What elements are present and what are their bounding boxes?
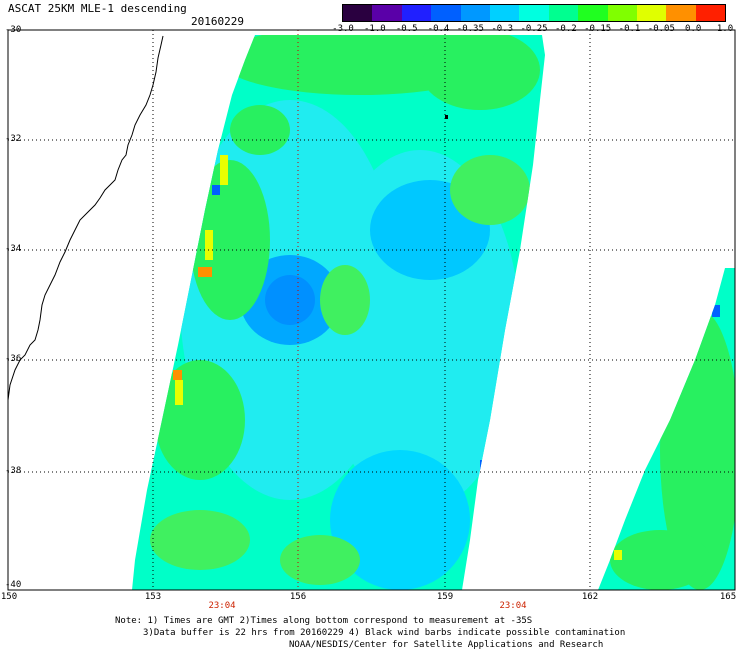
- lat-label-36: -36: [5, 354, 22, 364]
- colorbar-swatch: [489, 5, 520, 21]
- lon-label-159: 159: [436, 592, 454, 602]
- colorbar-tick-label: 0.0: [685, 24, 702, 34]
- colorbar-swatch: [548, 5, 579, 21]
- map-frame: [7, 29, 736, 591]
- lon-label-153: 153: [144, 592, 162, 602]
- colorbar-tick-label: -0.1: [618, 24, 641, 34]
- colorbar-tick-label: -1.0: [363, 24, 386, 34]
- lon-label-150: 150: [0, 592, 18, 602]
- colorbar-tick-label: -0.3: [491, 24, 513, 34]
- colorbar-swatch: [372, 5, 402, 21]
- colorbar-swatch: [460, 5, 490, 21]
- colorbar: [342, 4, 726, 22]
- colorbar-swatch: [401, 5, 432, 21]
- map-date: 20160229: [191, 15, 244, 28]
- swath-east: [598, 268, 735, 590]
- note-line-2: 3)Data buffer is 22 hrs from 20160229 4)…: [143, 628, 626, 638]
- colorbar-tick-label: -0.15: [584, 24, 612, 34]
- lon-label-162: 162: [581, 592, 599, 602]
- colorbar-tick-label: 1.0: [716, 24, 734, 34]
- colorbar-swatch: [343, 5, 373, 21]
- colorbar-tick-label: -0.5: [395, 24, 418, 34]
- lat-label-40: -40: [5, 580, 22, 590]
- colorbar-swatch: [431, 5, 461, 21]
- swath-west: [132, 35, 545, 590]
- lon-label-156: 156: [289, 592, 307, 602]
- lat-label-32: -32: [5, 134, 22, 144]
- colorbar-swatch: [666, 5, 696, 21]
- note-line-3: NOAA/NESDIS/Center for Satellite Applica…: [289, 640, 604, 650]
- colorbar-tick-label: -0.2: [554, 24, 577, 34]
- coastline: [7, 35, 164, 401]
- lat-label-38: -38: [5, 466, 22, 476]
- grid-lines: [8, 30, 735, 590]
- colorbar-tick-label: -0.25: [520, 24, 548, 34]
- colorbar-tick-label: -0.4: [427, 24, 450, 34]
- lon-label-165: 165: [719, 592, 737, 602]
- colorbar-swatch: [636, 5, 667, 21]
- lat-label-30: -30: [5, 25, 22, 35]
- time-label-west: 23:04: [208, 601, 236, 611]
- lat-label-34: -34: [5, 244, 22, 254]
- colorbar-tick-label: -3.0: [332, 24, 354, 34]
- contamination-mark: [445, 115, 448, 119]
- time-label-east: 23:04: [499, 601, 527, 611]
- note-line-1: Note: 1) Times are GMT 2)Times along bot…: [115, 616, 533, 626]
- colorbar-swatch: [519, 5, 549, 21]
- colorbar-tick-label: -0.05: [647, 24, 675, 34]
- colorbar-swatch: [578, 5, 608, 21]
- map-title: ASCAT 25KM MLE-1 descending: [8, 2, 187, 15]
- colorbar-tick-label: -0.35: [456, 24, 484, 34]
- colorbar-swatch: [607, 5, 637, 21]
- colorbar-swatch: [695, 5, 726, 21]
